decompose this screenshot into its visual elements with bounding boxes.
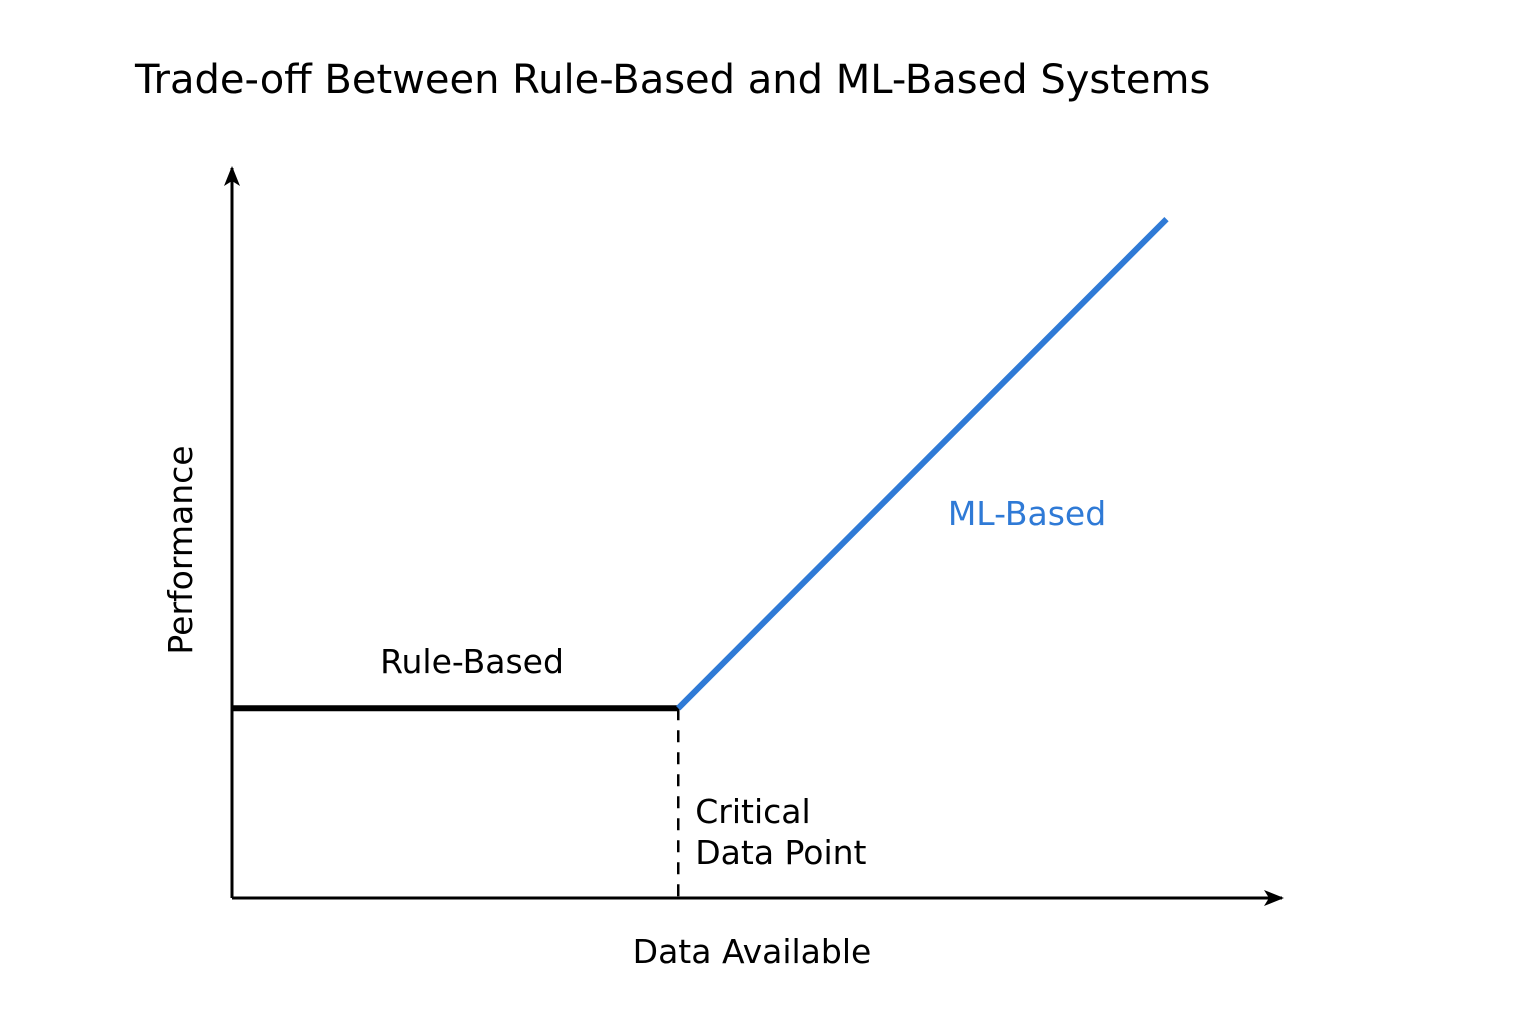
series-ml-based-line	[676, 216, 1169, 711]
critical-point-label-line-2: Data Point	[695, 833, 866, 872]
critical-point-label-line-1: Critical	[695, 792, 810, 831]
chart-title: Trade-off Between Rule-Based and ML-Base…	[134, 57, 1210, 103]
y-axis-label: Performance	[161, 445, 200, 654]
critical-point-label: Critical Data Point	[695, 792, 866, 872]
x-axis-label: Data Available	[633, 932, 872, 971]
series-rule-based-label: Rule-Based	[380, 642, 564, 681]
series-ml-based-label: ML-Based	[948, 494, 1106, 533]
